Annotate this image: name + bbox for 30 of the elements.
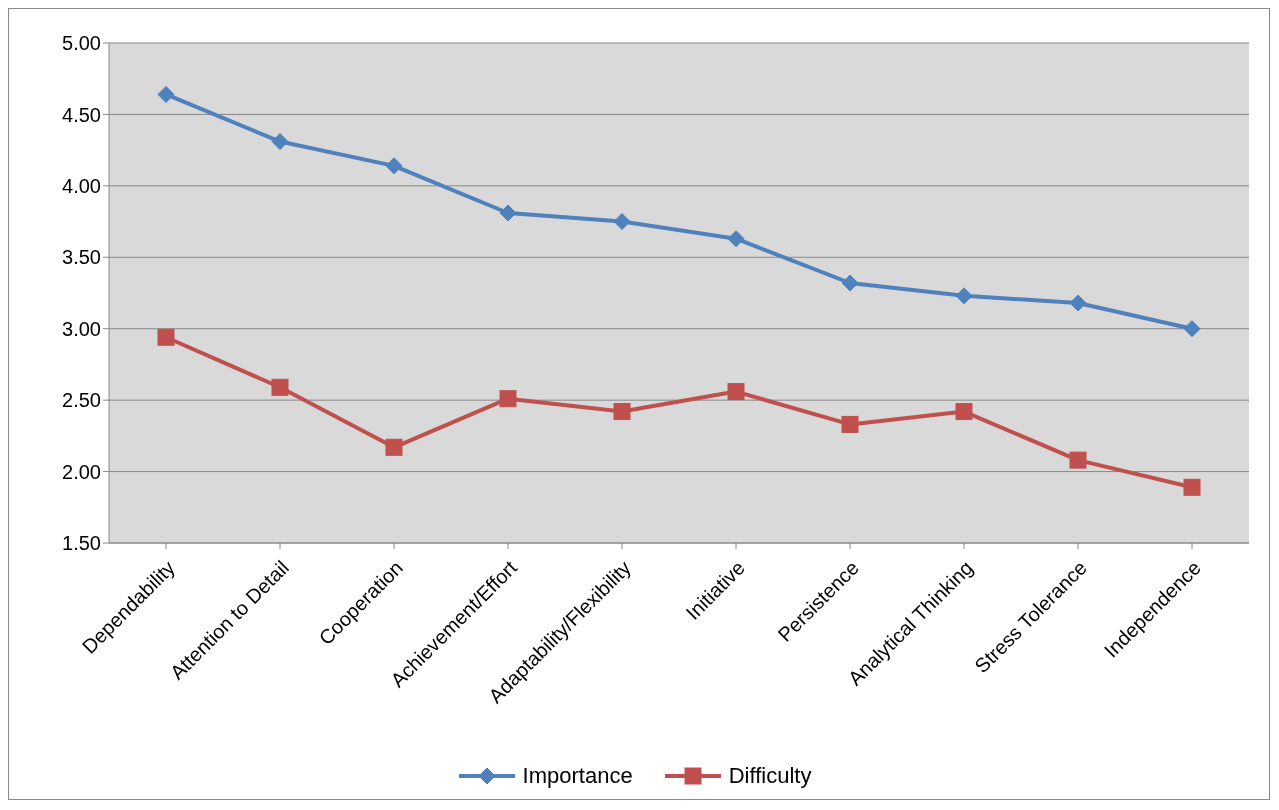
point xyxy=(613,213,631,231)
y-tick-label: 3.00 xyxy=(62,317,101,340)
point xyxy=(499,390,517,408)
point xyxy=(841,274,859,292)
y-tick-label: 2.50 xyxy=(62,389,101,412)
point xyxy=(385,438,403,456)
point xyxy=(1069,451,1087,469)
legend-label: Difficulty xyxy=(728,763,812,789)
point xyxy=(955,403,973,421)
point xyxy=(727,230,745,248)
y-tick-label: 4.50 xyxy=(62,103,101,126)
y-tick-label: 4.00 xyxy=(62,174,101,197)
point xyxy=(157,328,175,346)
point xyxy=(841,415,859,433)
y-tick-label: 3.50 xyxy=(62,246,101,269)
point xyxy=(271,378,289,396)
point xyxy=(1183,478,1201,496)
point xyxy=(1183,320,1201,338)
point xyxy=(1069,294,1087,312)
point xyxy=(271,133,289,151)
y-tick-label: 2.00 xyxy=(62,460,101,483)
y-tick-label: 5.00 xyxy=(62,32,101,55)
point xyxy=(157,85,175,103)
legend-label: Importance xyxy=(522,763,633,789)
point xyxy=(385,157,403,175)
point xyxy=(727,383,745,401)
y-tick-label: 1.50 xyxy=(62,532,101,555)
point xyxy=(499,204,517,222)
point xyxy=(613,403,631,421)
point xyxy=(955,287,973,305)
